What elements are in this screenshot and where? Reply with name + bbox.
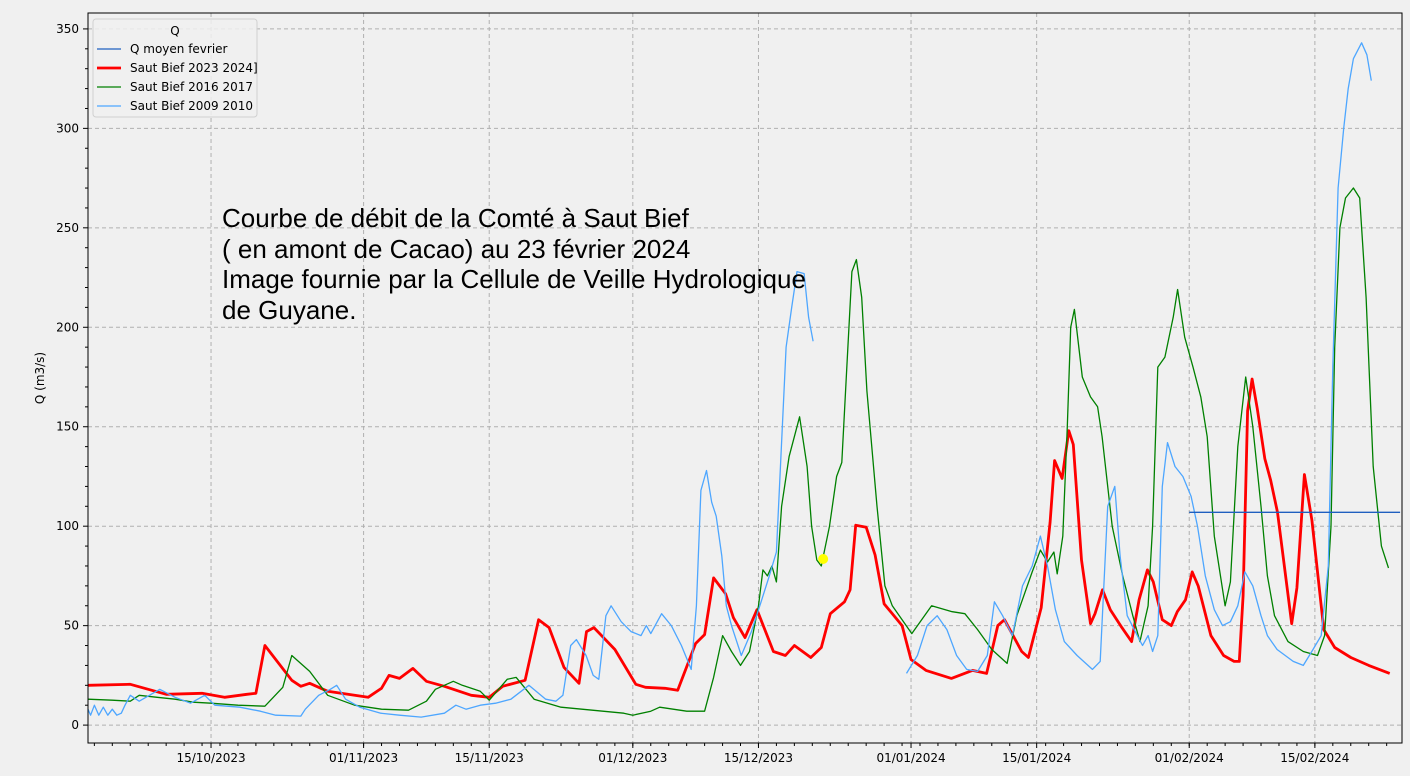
highlight-marker — [818, 554, 829, 565]
annotation-line: Image fournie par la Cellule de Veille H… — [222, 264, 806, 294]
y-axis-label: Q (m3/s) — [33, 352, 47, 404]
x-axis: 15/10/2023 01/11/2023 15/11/2023 01/12/2023… — [93, 743, 1388, 765]
legend-entry: Q moyen fevrier — [130, 42, 228, 56]
plot-frame — [87, 12, 1403, 744]
annotation-line: Courbe de débit de la Comté à Saut Bief — [222, 203, 690, 233]
y-tick-label: 300 — [56, 121, 79, 135]
x-tick-label: 15/10/2023 — [176, 751, 245, 765]
series-line-saut-bief-2009-2010 — [87, 270, 814, 718]
x-tick-label: 15/01/2024 — [1002, 751, 1071, 765]
x-tick-label: 15/12/2023 — [724, 751, 793, 765]
series-line-saut-bief-2009-2010 — [905, 42, 1372, 674]
x-tick-label: 01/12/2023 — [598, 751, 667, 765]
y-tick-label: 50 — [64, 619, 79, 633]
y-tick-label: 150 — [56, 420, 79, 434]
annotation: Courbe de débit de la Comté à Saut Bief … — [222, 203, 806, 325]
y-axis: 0 50 100 150 200 250 300 350 — [56, 22, 88, 732]
legend: Q Q moyen fevrier Saut Bief 2023 2024] Sau… — [92, 18, 258, 118]
x-tick-label: 01/01/2024 — [876, 751, 945, 765]
x-tick-label: 01/02/2024 — [1155, 751, 1224, 765]
y-tick-label: 250 — [56, 221, 79, 235]
series-lines — [87, 42, 1401, 718]
legend-entry: Saut Bief 2023 2024] — [130, 61, 258, 75]
highlight-dot — [818, 554, 829, 565]
y-tick-label: 200 — [56, 320, 79, 334]
plot-area — [88, 13, 1402, 743]
series-line-saut-bief-2016-2017 — [87, 187, 1390, 716]
annotation-line: ( en amont de Cacao) au 23 février 2024 — [222, 234, 690, 264]
x-tick-label: 15/02/2024 — [1280, 751, 1349, 765]
y-tick-label: 350 — [56, 22, 79, 36]
x-tick-label: 15/11/2023 — [455, 751, 524, 765]
y-tick-label: 0 — [71, 718, 79, 732]
legend-title: Q — [170, 24, 179, 38]
x-tick-label: 01/11/2023 — [329, 751, 398, 765]
legend-entry: Saut Bief 2016 2017 — [130, 80, 253, 94]
y-tick-label: 100 — [56, 519, 79, 533]
series-line-saut-bief-2023-2024 — [87, 377, 1391, 699]
annotation-line: de Guyane. — [222, 295, 356, 325]
grid — [88, 13, 1402, 743]
legend-entry: Saut Bief 2009 2010 — [130, 99, 253, 113]
